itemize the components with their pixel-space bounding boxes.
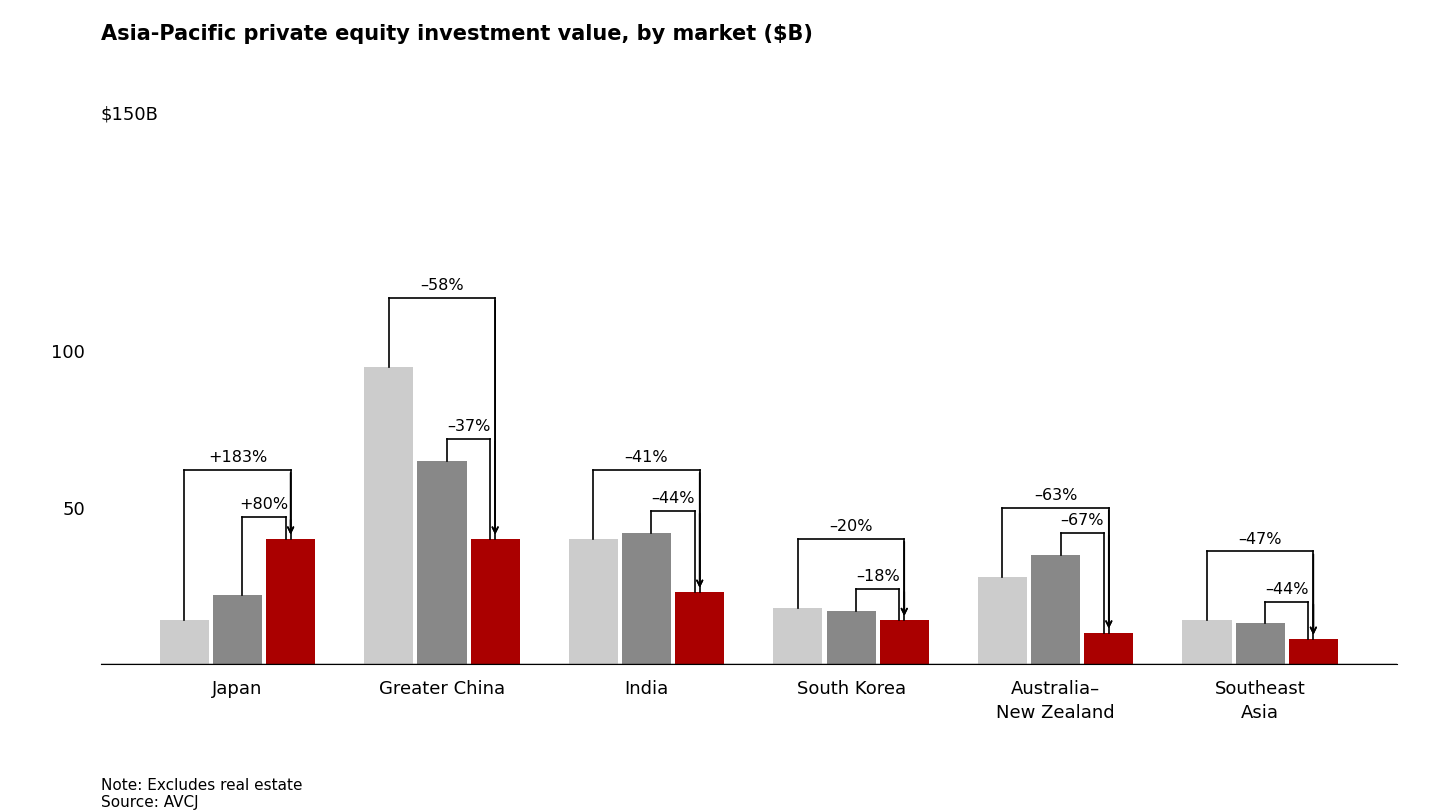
Text: Note: Excludes real estate
Source: AVCJ: Note: Excludes real estate Source: AVCJ [101, 778, 302, 810]
Text: –20%: –20% [829, 519, 873, 535]
Bar [160, 620, 209, 664]
Bar [418, 461, 467, 664]
Bar [471, 539, 520, 664]
Bar [675, 592, 724, 664]
Bar [569, 539, 618, 664]
Legend: 2018–22 average, 2022, 2023: 2018–22 average, 2022, 2023 [508, 805, 989, 810]
Bar [1084, 633, 1133, 664]
Bar [622, 533, 671, 664]
Text: –58%: –58% [420, 278, 464, 293]
Text: –47%: –47% [1238, 531, 1282, 547]
Text: Asia-Pacific private equity investment value, by market ($B): Asia-Pacific private equity investment v… [101, 24, 812, 45]
Bar [827, 611, 876, 664]
Bar [978, 577, 1027, 664]
Bar [266, 539, 315, 664]
Bar [364, 367, 413, 664]
Text: +80%: +80% [239, 497, 288, 512]
Text: –18%: –18% [855, 569, 900, 584]
Text: –37%: –37% [446, 419, 490, 434]
Text: –41%: –41% [625, 450, 668, 465]
Text: +183%: +183% [207, 450, 266, 465]
Text: –44%: –44% [1264, 582, 1309, 597]
Bar [880, 620, 929, 664]
Text: –44%: –44% [651, 491, 696, 506]
Bar [1289, 639, 1338, 664]
Text: –67%: –67% [1060, 513, 1104, 528]
Bar [773, 608, 822, 664]
Bar [1031, 555, 1080, 664]
Text: –63%: –63% [1034, 488, 1077, 503]
Bar [213, 595, 262, 664]
Text: $150B: $150B [101, 105, 158, 123]
Bar [1236, 624, 1284, 664]
Bar [1182, 620, 1231, 664]
